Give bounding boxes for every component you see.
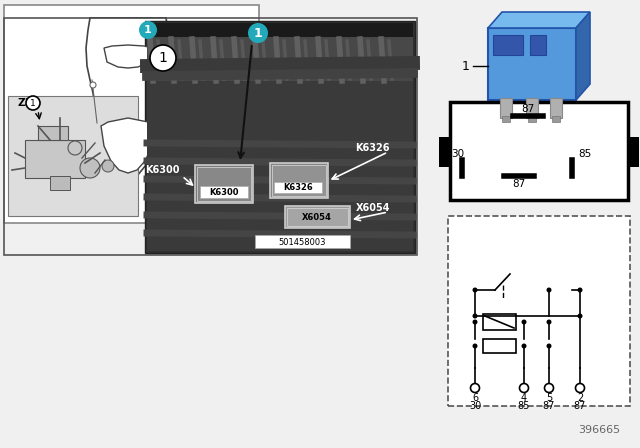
Bar bbox=[255, 235, 350, 248]
Bar bbox=[145, 21, 415, 253]
Text: 87: 87 bbox=[513, 179, 525, 189]
Text: Z3: Z3 bbox=[18, 98, 33, 108]
Bar bbox=[195, 165, 253, 203]
Bar bbox=[4, 18, 417, 255]
Circle shape bbox=[472, 319, 477, 324]
Text: 4: 4 bbox=[521, 393, 527, 403]
Text: 2: 2 bbox=[577, 393, 583, 403]
Polygon shape bbox=[101, 118, 155, 173]
Bar bbox=[502, 116, 510, 122]
Bar bbox=[25, 140, 85, 178]
Circle shape bbox=[139, 21, 157, 39]
Bar bbox=[448, 216, 630, 406]
Bar bbox=[147, 81, 413, 251]
Bar bbox=[450, 102, 628, 200]
Polygon shape bbox=[488, 12, 590, 28]
Text: X6054: X6054 bbox=[355, 203, 390, 213]
Polygon shape bbox=[104, 45, 152, 68]
Bar bbox=[550, 98, 562, 118]
Circle shape bbox=[472, 344, 477, 349]
Bar bbox=[287, 208, 348, 226]
Text: 1: 1 bbox=[253, 26, 262, 39]
Text: 1: 1 bbox=[144, 25, 152, 35]
Circle shape bbox=[545, 383, 554, 392]
Polygon shape bbox=[576, 12, 590, 100]
Circle shape bbox=[522, 344, 527, 349]
Bar bbox=[50, 176, 70, 190]
Text: 87: 87 bbox=[522, 104, 534, 114]
Circle shape bbox=[577, 288, 582, 293]
Bar bbox=[528, 116, 536, 122]
Circle shape bbox=[520, 383, 529, 392]
Circle shape bbox=[575, 383, 584, 392]
Circle shape bbox=[68, 141, 82, 155]
Circle shape bbox=[80, 158, 100, 178]
Circle shape bbox=[577, 314, 582, 319]
Text: 85: 85 bbox=[518, 401, 530, 411]
Circle shape bbox=[470, 383, 479, 392]
Bar bbox=[4, 5, 259, 223]
Bar bbox=[530, 35, 546, 55]
Circle shape bbox=[522, 319, 527, 324]
Text: 6: 6 bbox=[472, 393, 478, 403]
Circle shape bbox=[472, 314, 477, 319]
Text: 30: 30 bbox=[469, 401, 481, 411]
Text: 396665: 396665 bbox=[578, 425, 620, 435]
Bar bbox=[272, 165, 326, 196]
Bar bbox=[200, 186, 248, 198]
Text: 85: 85 bbox=[578, 149, 591, 159]
Bar bbox=[488, 28, 576, 100]
Bar bbox=[197, 167, 251, 201]
Text: 87: 87 bbox=[543, 401, 555, 411]
Text: K6326: K6326 bbox=[355, 143, 390, 153]
Circle shape bbox=[90, 82, 96, 88]
Circle shape bbox=[547, 319, 552, 324]
Polygon shape bbox=[86, 18, 170, 180]
Circle shape bbox=[547, 344, 552, 349]
Text: K6300: K6300 bbox=[209, 188, 239, 197]
Circle shape bbox=[26, 96, 40, 110]
Bar bbox=[526, 98, 538, 118]
Bar bbox=[8, 96, 138, 216]
Circle shape bbox=[248, 23, 268, 43]
Circle shape bbox=[547, 288, 552, 293]
Circle shape bbox=[102, 160, 114, 172]
Text: 5: 5 bbox=[546, 393, 552, 403]
Bar bbox=[147, 23, 413, 39]
Circle shape bbox=[472, 288, 477, 293]
Text: X6054: X6054 bbox=[302, 212, 332, 221]
Bar bbox=[627, 137, 639, 167]
Text: K6326: K6326 bbox=[283, 182, 313, 191]
Bar bbox=[285, 206, 350, 228]
Text: 501458003: 501458003 bbox=[278, 237, 326, 246]
Text: 1: 1 bbox=[462, 60, 470, 73]
Text: K6300: K6300 bbox=[145, 165, 180, 175]
Bar bbox=[147, 37, 413, 81]
Bar bbox=[483, 314, 516, 330]
Bar bbox=[38, 126, 68, 140]
Bar bbox=[552, 116, 560, 122]
Text: 1: 1 bbox=[30, 99, 36, 108]
Text: 87: 87 bbox=[574, 401, 586, 411]
Circle shape bbox=[150, 45, 176, 71]
Text: 1: 1 bbox=[159, 51, 168, 65]
Bar bbox=[439, 137, 451, 167]
Bar bbox=[270, 163, 328, 198]
Bar bbox=[500, 98, 512, 118]
Bar bbox=[274, 182, 322, 193]
Text: 30: 30 bbox=[451, 149, 465, 159]
Bar bbox=[483, 339, 516, 353]
Bar bbox=[493, 35, 523, 55]
